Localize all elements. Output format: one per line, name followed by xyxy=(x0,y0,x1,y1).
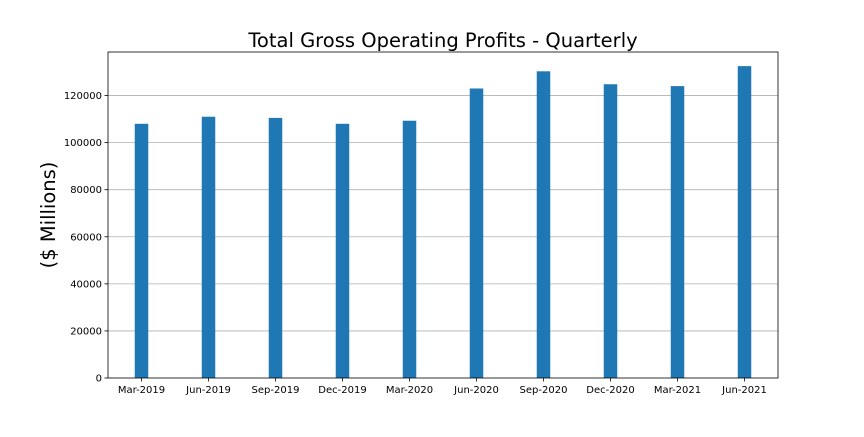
y-tick-label: 0 xyxy=(96,374,102,385)
gridlines xyxy=(108,95,778,332)
y-tick-label: 40000 xyxy=(70,279,102,290)
bar xyxy=(603,84,618,378)
bar xyxy=(737,66,752,378)
x-tick-label: Jun-2021 xyxy=(721,385,767,396)
x-tick-label: Jun-2020 xyxy=(453,385,499,396)
y-axis-label: ($ Millions) xyxy=(37,162,60,269)
x-tick-label: Mar-2019 xyxy=(118,385,165,396)
bar xyxy=(670,86,685,378)
x-tick-label: Mar-2020 xyxy=(386,385,433,396)
bar xyxy=(469,88,484,378)
x-ticks: Mar-2019 Jun-2019 Sep-2019 Dec-2019 Mar-2020… xyxy=(118,378,767,396)
chart-title: Total Gross Operating Profits - Quarterl… xyxy=(247,29,637,52)
bar xyxy=(201,116,216,378)
x-tick-label: Jun-2019 xyxy=(185,385,231,396)
bar xyxy=(268,117,283,379)
y-tick-label: 100000 xyxy=(64,138,102,149)
y-tick-label: 80000 xyxy=(70,185,102,196)
bar xyxy=(402,120,417,378)
y-tick-label: 20000 xyxy=(70,326,102,337)
x-tick-label: Dec-2020 xyxy=(586,385,634,396)
x-tick-label: Sep-2020 xyxy=(520,385,568,396)
x-tick-label: Sep-2019 xyxy=(252,385,300,396)
bars xyxy=(134,66,752,379)
bar xyxy=(335,123,350,378)
bar xyxy=(134,123,149,378)
axes xyxy=(107,51,779,379)
plot-frame xyxy=(107,51,779,379)
bar xyxy=(536,71,551,378)
y-tick-label: 60000 xyxy=(70,232,102,243)
y-ticks: 0 20000 40000 60000 80000 100000 120000 xyxy=(64,91,108,385)
x-tick-label: Dec-2019 xyxy=(318,385,366,396)
y-tick-label: 120000 xyxy=(64,91,102,102)
x-tick-label: Mar-2021 xyxy=(654,385,701,396)
